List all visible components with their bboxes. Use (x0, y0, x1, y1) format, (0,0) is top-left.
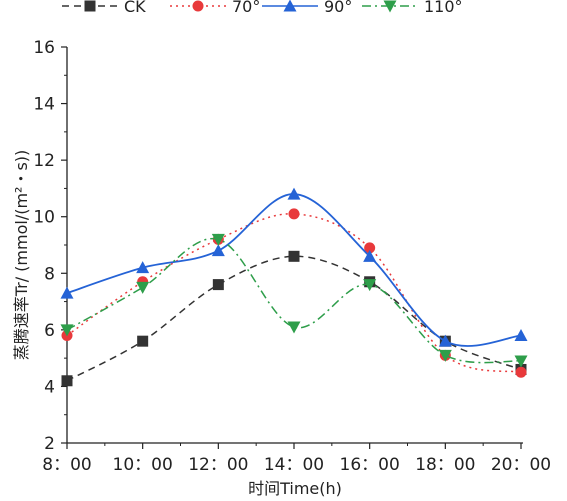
data-point (212, 279, 224, 291)
data-point (136, 261, 150, 274)
y-tick-label: 2 (44, 434, 55, 454)
data-point (438, 349, 452, 362)
data-point (60, 324, 74, 337)
legend-item-0: CK (62, 0, 146, 16)
x-axis-title: 时间Time(h) (248, 479, 342, 498)
legend-item-2: 90° (262, 0, 352, 16)
data-point (61, 375, 73, 387)
legend-label: 110° (424, 0, 463, 16)
y-tick-label: 16 (33, 38, 55, 58)
y-tick-label: 4 (44, 377, 55, 397)
x-tick-label: 14：00 (264, 455, 324, 475)
data-point (288, 250, 300, 262)
data-point (287, 187, 301, 200)
data-point (211, 244, 225, 257)
data-point (363, 249, 377, 262)
legend-label: CK (124, 0, 146, 16)
legend: CK 70° 90° 110° (62, 0, 463, 16)
y-axis-title: 蒸腾速率Tr/ (mmol/(m²・s)) (12, 150, 31, 361)
legend-marker (283, 0, 297, 12)
series-2 (60, 187, 528, 347)
data-point (514, 355, 528, 368)
y-tick-label: 10 (33, 208, 55, 228)
data-point (288, 208, 300, 220)
data-point (287, 321, 301, 334)
x-tick-label: 16：00 (340, 455, 400, 475)
data-point (136, 281, 150, 294)
y-tick-label: 12 (33, 151, 55, 171)
legend-item-3: 110° (362, 0, 463, 16)
legend-marker (84, 0, 96, 12)
series-3 (60, 233, 528, 368)
y-tick-label: 14 (33, 95, 55, 115)
y-tick-label: 6 (44, 321, 55, 341)
data-point (363, 279, 377, 292)
x-tick-label: 18：00 (415, 455, 475, 475)
data-point (137, 335, 149, 347)
data-point (514, 329, 528, 342)
x-tick-label: 20：00 (491, 455, 551, 475)
data-point (364, 242, 376, 254)
axes: 2 4 6 8 10 12 14 16 8：00 10：00 12：00 14：00 16：00 18：0… (33, 38, 551, 475)
x-tick-label: 10：00 (113, 455, 173, 475)
x-tick-label: 12：00 (188, 455, 248, 475)
data-point (211, 233, 225, 246)
legend-marker (192, 0, 204, 12)
data-point (515, 366, 527, 378)
x-tick-label: 8：00 (42, 455, 91, 475)
plot-area (60, 187, 528, 387)
y-tick-label: 8 (44, 264, 55, 284)
data-point (438, 334, 452, 347)
series-line (66, 255, 522, 382)
data-point (60, 286, 74, 299)
legend-item-1: 70° (170, 0, 260, 16)
legend-label: 70° (232, 0, 260, 16)
series-line (66, 213, 522, 374)
legend-marker (383, 0, 397, 13)
series-1 (61, 208, 527, 378)
legend-label: 90° (324, 0, 352, 16)
